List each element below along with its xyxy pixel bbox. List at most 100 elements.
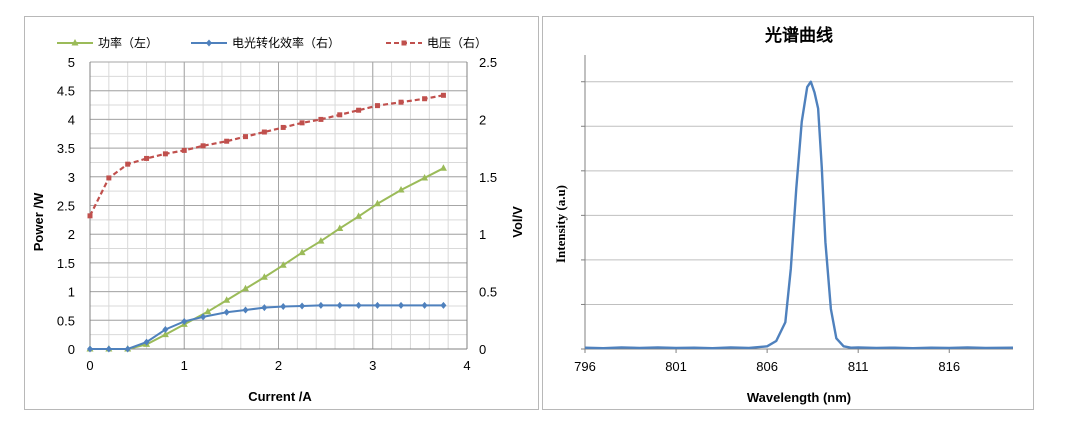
x-tick-label: 2 (275, 358, 282, 373)
series-point-1 (299, 302, 306, 310)
series-point-0 (279, 261, 287, 268)
left-series (86, 92, 447, 353)
left-y-tick-label: 3.5 (57, 141, 75, 156)
left-y-axis-label: Power /W (31, 192, 46, 251)
left-chart-panel: 0 1 2 3 4 0 0.5 1 1.5 2 2.5 3 3.5 4 4.5 5 0 0.5 1 1.5 2 2.5 功… (24, 16, 539, 410)
left-y-tick-label: 4.5 (57, 84, 75, 99)
x-axis-label: Current /A (248, 389, 312, 404)
series-point-0 (242, 284, 250, 292)
x-tick-label: 1 (181, 358, 188, 373)
left-y-tick-label: 2 (68, 227, 75, 242)
series-line-0 (90, 167, 444, 350)
series-point-1 (280, 303, 287, 311)
series-point-0 (260, 273, 268, 280)
series-point-1 (181, 317, 188, 325)
series-point-1 (242, 306, 249, 314)
spectrum-x-tick-label: 801 (665, 359, 687, 374)
left-y-tick-label: 4 (68, 112, 75, 127)
legend-label-1: 电光转化效率（右） (232, 35, 340, 50)
series-point-2 (181, 147, 187, 153)
spectrum-line (584, 80, 1014, 350)
series-point-1 (261, 304, 268, 312)
series-point-1 (317, 301, 324, 309)
x-tick-label: 0 (86, 358, 93, 373)
series-point-1 (421, 301, 428, 309)
x-tick-label: 4 (463, 358, 470, 373)
series-point-1 (440, 301, 447, 309)
left-y-tick-label: 1.5 (57, 256, 75, 271)
series-point-0 (161, 330, 169, 338)
series-point-2 (106, 175, 112, 181)
series-point-0 (336, 224, 344, 231)
spectrum-x-tick-label: 816 (938, 359, 960, 374)
right-series (584, 80, 1014, 350)
right-y-tick-label: 1 (479, 227, 486, 242)
series-line-1 (90, 304, 444, 350)
series-point-2 (440, 92, 446, 98)
legend-label-0: 功率（左） (98, 35, 158, 50)
spectrum-chart: 光谱曲线 796 801 806 811 816 Wavelength (nm) Int… (553, 25, 1014, 405)
spectrum-x-tick-label: 796 (574, 359, 596, 374)
series-point-2 (261, 129, 267, 135)
left-y-tick-label: 0.5 (57, 313, 75, 328)
right-y-tick-label: 2.5 (479, 55, 497, 70)
series-point-1 (223, 308, 230, 316)
series-point-2 (162, 151, 168, 157)
right-grid (585, 81, 1013, 305)
right-y-tick-label: 2 (479, 112, 486, 127)
series-point-0 (223, 296, 231, 303)
series-point-1 (398, 301, 405, 309)
series-point-2 (87, 213, 93, 219)
spectrum-x-tick-label: 806 (756, 359, 778, 374)
right-y-axis-label: Vol/V (510, 206, 525, 238)
series-point-0 (373, 199, 381, 207)
series-point-0 (317, 237, 325, 244)
series-point-0 (355, 212, 363, 219)
wavelength-axis-label: Wavelength (nm) (747, 390, 851, 405)
right-y-tick-label: 1.5 (479, 170, 497, 185)
series-point-2 (374, 103, 380, 109)
series-point-1 (336, 301, 343, 309)
series-point-2 (318, 116, 324, 122)
series-point-0 (439, 164, 447, 171)
legend-label-2: 电压（右） (427, 35, 487, 50)
series-point-2 (200, 143, 206, 149)
series-point-2 (356, 107, 362, 113)
series-point-1 (200, 313, 207, 321)
series-point-2 (144, 155, 150, 161)
left-y-tick-label: 5 (68, 55, 75, 70)
series-point-2 (299, 120, 305, 126)
series-point-0 (397, 186, 405, 193)
left-y-tick-label: 2.5 (57, 199, 75, 214)
intensity-axis-label: Intensity (a.u) (553, 185, 568, 263)
series-point-2 (337, 112, 343, 118)
series-point-1 (105, 345, 112, 353)
series-point-1 (87, 345, 93, 353)
series-line-2 (89, 94, 444, 217)
series-point-0 (421, 173, 429, 181)
series-point-0 (298, 248, 306, 256)
right-chart-panel: 光谱曲线 796 801 806 811 816 Wavelength (nm) Int… (542, 16, 1034, 410)
left-legend: 功率（左） 电光转化效率（右） 电压（右） (57, 35, 487, 50)
series-point-0 (204, 307, 212, 315)
x-tick-label: 3 (369, 358, 376, 373)
series-point-1 (124, 345, 131, 353)
series-point-1 (374, 301, 381, 309)
legend-marker-0 (71, 39, 79, 46)
series-point-2 (243, 134, 249, 140)
series-point-1 (143, 338, 150, 346)
right-axes: 796 801 806 811 816 (574, 55, 1013, 374)
series-point-1 (162, 325, 169, 333)
legend-marker-1 (206, 39, 212, 47)
right-y-tick-label: 0 (479, 342, 486, 357)
series-point-2 (224, 138, 230, 144)
series-point-1 (355, 301, 362, 309)
series-point-2 (422, 96, 428, 102)
spectrum-title: 光谱曲线 (764, 25, 833, 46)
series-point-2 (280, 124, 286, 130)
spectrum-x-tick-label: 811 (848, 359, 869, 374)
left-y-tick-label: 1 (68, 285, 75, 300)
left-y-tick-label: 0 (68, 342, 75, 357)
